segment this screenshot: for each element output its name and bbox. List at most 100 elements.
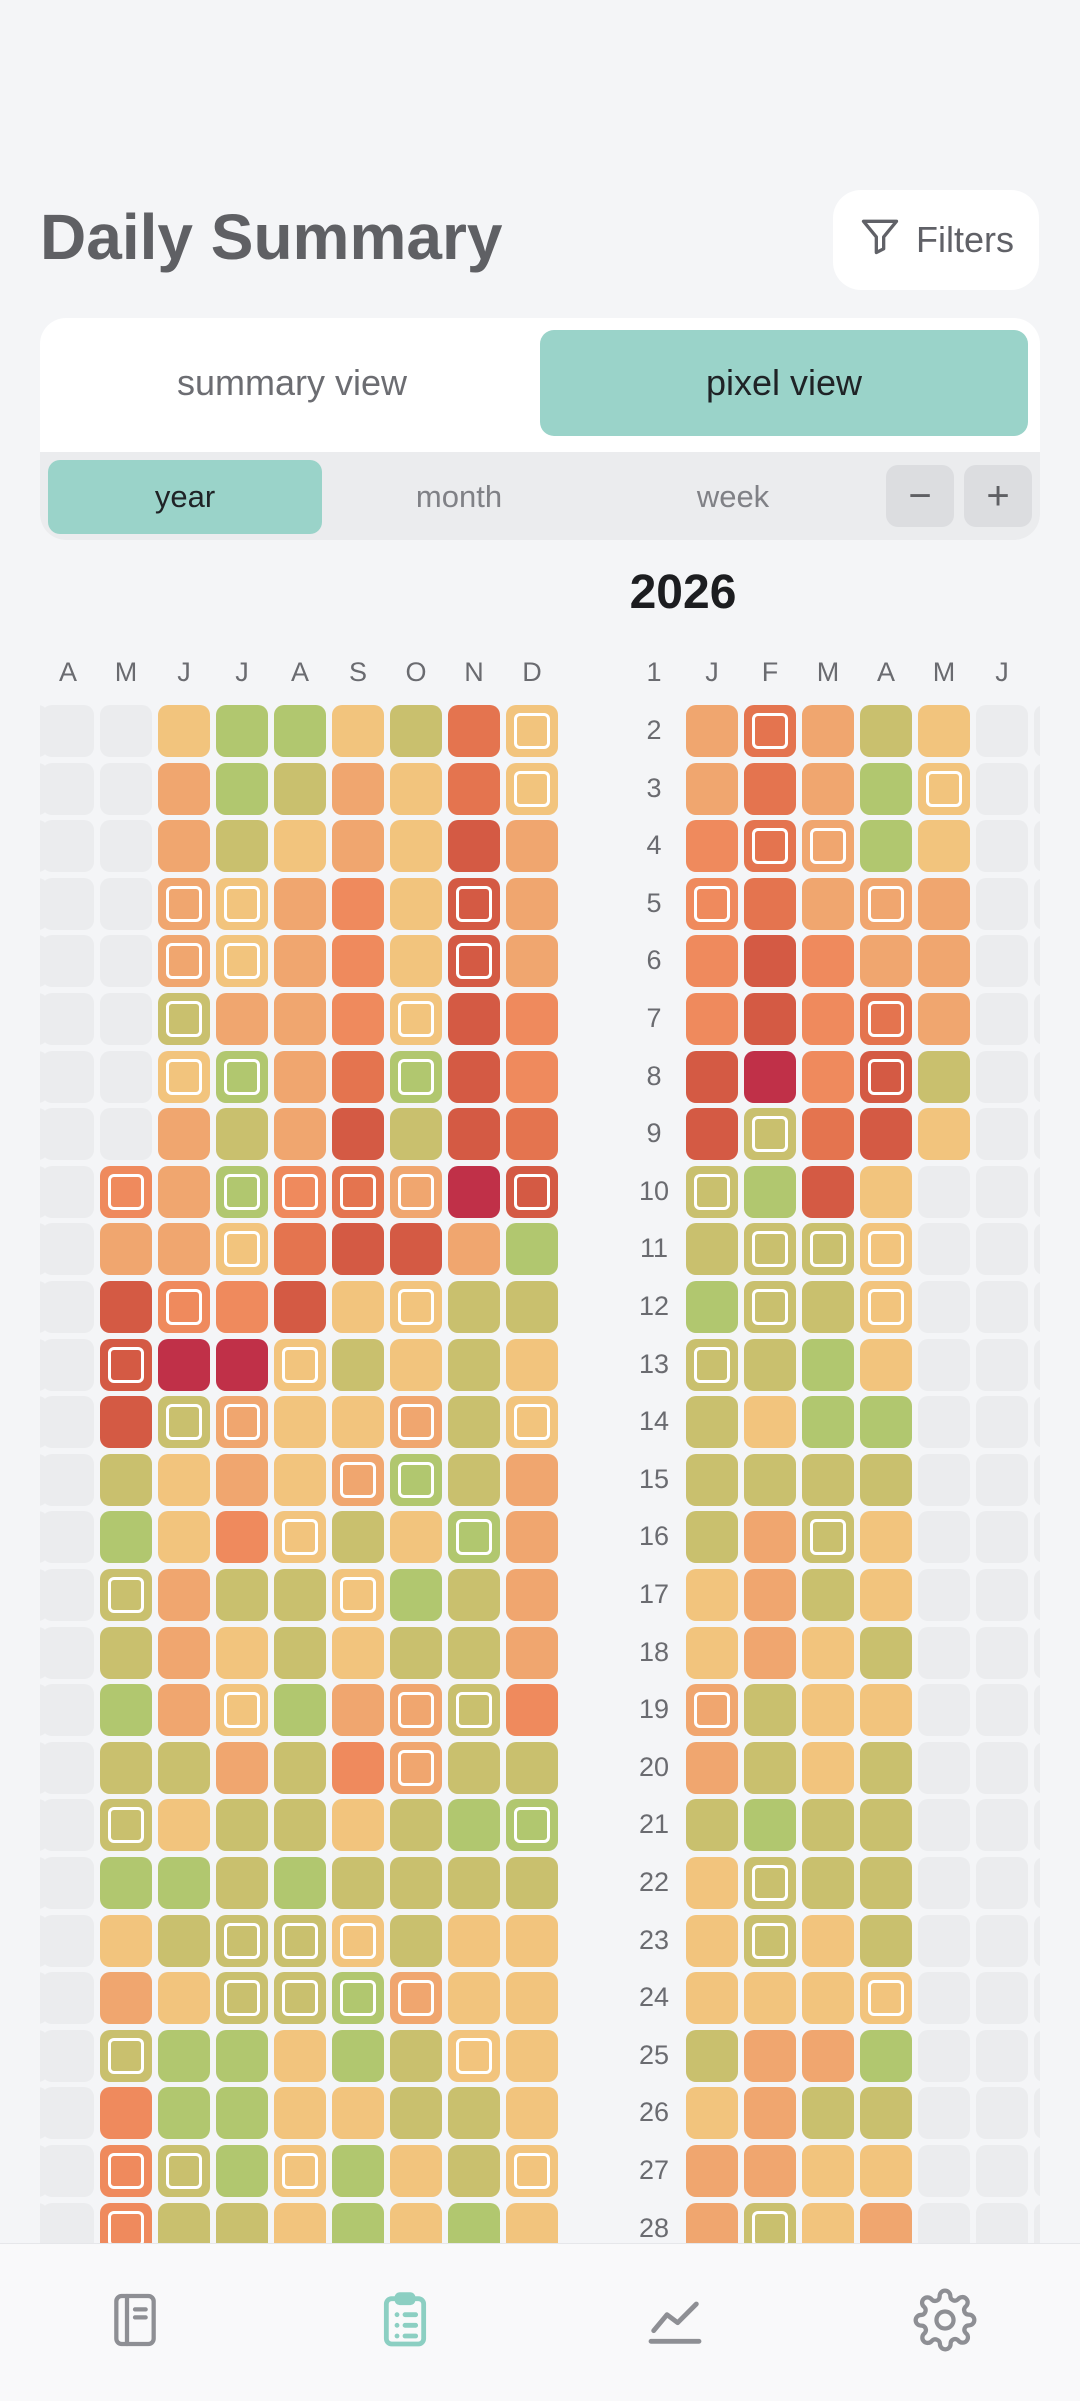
day-pixel[interactable] [802, 1569, 854, 1621]
day-pixel[interactable] [448, 1626, 500, 1679]
day-pixel[interactable] [802, 1626, 854, 1679]
day-pixel[interactable] [390, 935, 442, 988]
day-pixel[interactable] [686, 2029, 738, 2082]
empty-day-pixel[interactable] [1034, 762, 1040, 815]
day-pixel[interactable] [918, 993, 970, 1045]
tab-year[interactable]: year [48, 460, 322, 534]
day-pixel[interactable] [274, 1050, 326, 1103]
day-pixel[interactable] [448, 2145, 500, 2197]
day-pixel[interactable] [100, 1684, 152, 1737]
day-pixel[interactable] [686, 1108, 738, 1161]
empty-day-pixel[interactable] [42, 1453, 94, 1506]
day-pixel[interactable] [802, 2202, 854, 2243]
day-pixel[interactable] [332, 1914, 384, 1967]
day-pixel[interactable] [332, 820, 384, 873]
day-pixel[interactable] [744, 1223, 796, 1276]
day-pixel[interactable] [274, 1741, 326, 1794]
day-pixel[interactable] [158, 2029, 210, 2082]
day-pixel[interactable] [448, 2087, 500, 2140]
day-pixel[interactable] [274, 1511, 326, 1564]
day-pixel[interactable] [158, 1741, 210, 1794]
day-pixel[interactable] [448, 1857, 500, 1909]
day-pixel[interactable] [274, 2087, 326, 2140]
day-pixel[interactable] [390, 1453, 442, 1506]
day-pixel[interactable] [860, 1338, 912, 1391]
day-pixel[interactable] [158, 1223, 210, 1276]
day-pixel[interactable] [802, 1972, 854, 2025]
empty-day-pixel[interactable] [918, 2087, 970, 2140]
day-pixel[interactable] [274, 2202, 326, 2243]
day-pixel[interactable] [802, 1857, 854, 1909]
day-pixel[interactable] [216, 1857, 268, 1909]
day-pixel[interactable] [744, 705, 796, 757]
day-pixel[interactable] [332, 1050, 384, 1103]
day-pixel[interactable] [860, 1511, 912, 1564]
empty-day-pixel[interactable] [976, 1569, 1028, 1621]
empty-day-pixel[interactable] [918, 2145, 970, 2197]
day-pixel[interactable] [802, 877, 854, 930]
day-pixel[interactable] [506, 1453, 558, 1506]
filters-button[interactable]: Filters [833, 190, 1039, 290]
empty-day-pixel[interactable] [976, 877, 1028, 930]
day-pixel[interactable] [390, 877, 442, 930]
day-pixel[interactable] [860, 820, 912, 873]
day-pixel[interactable] [390, 1050, 442, 1103]
day-pixel[interactable] [744, 1050, 796, 1103]
day-pixel[interactable] [274, 705, 326, 757]
day-pixel[interactable] [390, 1972, 442, 2025]
day-pixel[interactable] [744, 877, 796, 930]
empty-day-pixel[interactable] [1034, 1165, 1040, 1218]
day-pixel[interactable] [332, 1626, 384, 1679]
day-pixel[interactable] [216, 2029, 268, 2082]
day-pixel[interactable] [216, 1281, 268, 1333]
day-pixel[interactable] [860, 1108, 912, 1161]
day-pixel[interactable] [158, 1165, 210, 1218]
day-pixel[interactable] [802, 1281, 854, 1333]
day-pixel[interactable] [100, 1338, 152, 1391]
day-pixel[interactable] [274, 820, 326, 873]
empty-day-pixel[interactable] [1034, 1914, 1040, 1967]
day-pixel[interactable] [274, 1396, 326, 1449]
day-pixel[interactable] [802, 1050, 854, 1103]
day-pixel[interactable] [158, 1626, 210, 1679]
day-pixel[interactable] [686, 1799, 738, 1852]
nav-summary[interactable] [365, 2282, 445, 2362]
empty-day-pixel[interactable] [42, 877, 94, 930]
day-pixel[interactable] [686, 1223, 738, 1276]
day-pixel[interactable] [686, 1396, 738, 1449]
empty-day-pixel[interactable] [976, 1857, 1028, 1909]
day-pixel[interactable] [506, 1914, 558, 1967]
day-pixel[interactable] [332, 877, 384, 930]
empty-day-pixel[interactable] [976, 1914, 1028, 1967]
day-pixel[interactable] [802, 1453, 854, 1506]
day-pixel[interactable] [802, 2029, 854, 2082]
day-pixel[interactable] [158, 820, 210, 873]
day-pixel[interactable] [686, 2202, 738, 2243]
day-pixel[interactable] [802, 993, 854, 1045]
day-pixel[interactable] [802, 1165, 854, 1218]
day-pixel[interactable] [802, 935, 854, 988]
empty-day-pixel[interactable] [1034, 993, 1040, 1045]
day-pixel[interactable] [802, 2145, 854, 2197]
empty-day-pixel[interactable] [1034, 1281, 1040, 1333]
day-pixel[interactable] [216, 1972, 268, 2025]
day-pixel[interactable] [332, 1281, 384, 1333]
empty-day-pixel[interactable] [918, 1396, 970, 1449]
empty-day-pixel[interactable] [1034, 1453, 1040, 1506]
day-pixel[interactable] [686, 1511, 738, 1564]
day-pixel[interactable] [918, 877, 970, 930]
empty-day-pixel[interactable] [976, 1453, 1028, 1506]
day-pixel[interactable] [390, 762, 442, 815]
day-pixel[interactable] [744, 1914, 796, 1967]
empty-day-pixel[interactable] [1034, 1799, 1040, 1852]
day-pixel[interactable] [390, 1857, 442, 1909]
empty-day-pixel[interactable] [918, 1569, 970, 1621]
empty-day-pixel[interactable] [100, 993, 152, 1045]
day-pixel[interactable] [802, 1799, 854, 1852]
empty-day-pixel[interactable] [1034, 2202, 1040, 2243]
empty-day-pixel[interactable] [1034, 705, 1040, 757]
day-pixel[interactable] [390, 1108, 442, 1161]
empty-day-pixel[interactable] [976, 2145, 1028, 2197]
day-pixel[interactable] [216, 1223, 268, 1276]
empty-day-pixel[interactable] [42, 1165, 94, 1218]
